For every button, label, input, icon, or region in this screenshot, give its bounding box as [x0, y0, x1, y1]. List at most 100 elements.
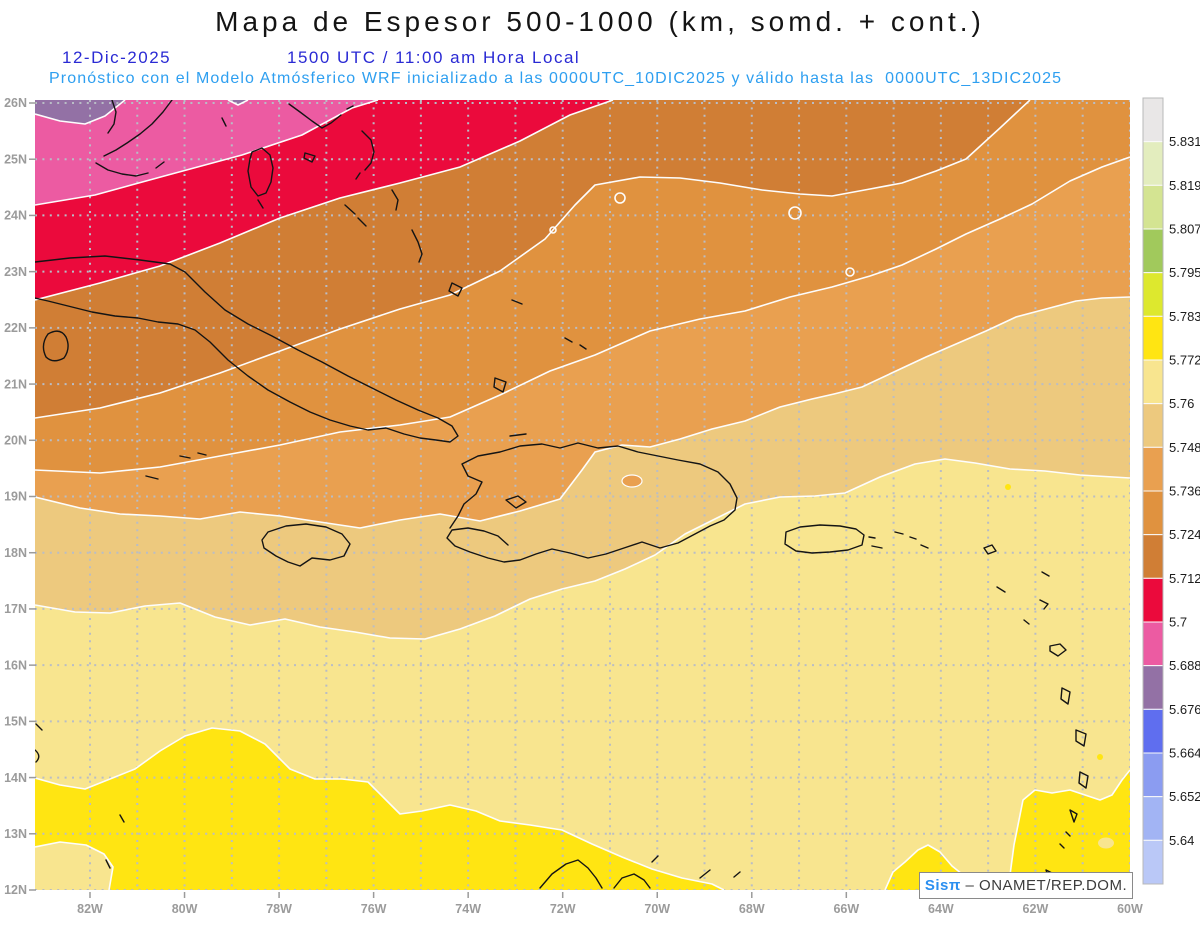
- contour-line: [227, 100, 249, 106]
- colorbar-cell: [1142, 577, 1164, 623]
- colorbar-cell: [1142, 752, 1164, 798]
- colorbar-label: 5.819: [1169, 178, 1200, 193]
- forecast-run-label: Pronóstico con el Modelo Atmósferico WRF…: [49, 70, 1063, 87]
- lat-label: 20N: [4, 433, 27, 447]
- coast-florida-bahamas: [95, 100, 587, 393]
- lon-label: 78W: [266, 902, 292, 916]
- hispaniola-orange-patch: [621, 474, 643, 488]
- colorbar-cell: [1142, 839, 1164, 885]
- colorbar-label: 5.712: [1169, 571, 1200, 586]
- colorbar-label: 5.724: [1169, 527, 1200, 542]
- lat-label: 23N: [4, 265, 27, 279]
- colorbar-cell: [1142, 359, 1164, 405]
- valid-time-label: 1500 UTC / 11:00 am Hora Local: [287, 48, 581, 67]
- contour-line: [35, 727, 725, 890]
- lat-label: 19N: [4, 490, 27, 504]
- coast-jamaica-puertorico: [261, 523, 929, 567]
- colorbar-cell: [1142, 228, 1164, 274]
- colorbar-label: 5.772: [1169, 353, 1200, 368]
- colorbar-cell: [1142, 708, 1164, 754]
- colorbar-cell: [1142, 796, 1164, 841]
- colorbar-label: 5.652: [1169, 789, 1200, 804]
- band-pale-hole-east: [1098, 837, 1114, 849]
- contour-line: [35, 841, 114, 890]
- lon-label: 82W: [77, 902, 103, 916]
- coast-lesser-antilles: [983, 544, 1089, 883]
- lon-label: 64W: [928, 902, 954, 916]
- contour-loop: [614, 192, 626, 204]
- lon-label: 66W: [833, 902, 859, 916]
- contour-line: [35, 100, 1031, 419]
- lon-label: 80W: [172, 902, 198, 916]
- yellow-spot: [1097, 754, 1103, 760]
- colorbar-cell: [1142, 184, 1164, 230]
- colorbar-cell: [1142, 490, 1164, 536]
- colorbar-label: 5.807: [1169, 222, 1200, 237]
- contour-line: [35, 296, 1130, 529]
- attribution-text: – ONAMET/REP.DOM.: [960, 877, 1128, 894]
- valid-date-label: 12-Dic-2025: [62, 48, 172, 67]
- lat-label: 26N: [4, 96, 27, 110]
- lat-label: 18N: [4, 546, 27, 560]
- colorbar-label: 5.7: [1169, 615, 1187, 630]
- colorbar-cell: [1142, 665, 1164, 710]
- attribution-box: Sisπ – ONAMET/REP.DOM.: [919, 872, 1133, 899]
- lon-label: 74W: [455, 902, 481, 916]
- colorbar-cell: [1142, 621, 1164, 667]
- colorbar-label: 5.76: [1169, 396, 1194, 411]
- contour-line: [1007, 769, 1130, 890]
- colorbar-cell: [1142, 272, 1164, 317]
- colorbar-label: 5.676: [1169, 702, 1200, 717]
- band-yellow-west: [35, 728, 724, 890]
- contour-line: [35, 100, 614, 301]
- lat-label: 12N: [4, 883, 27, 897]
- coast-cuba: [35, 255, 459, 480]
- colorbar-label: 5.795: [1169, 265, 1200, 280]
- contour-line: [35, 100, 379, 206]
- band-mauve-spur: [228, 100, 248, 105]
- colorbar: 5.831 5.819 5.807 5.795 5.783 5.772 5.76 5.748 5…: [1142, 97, 1200, 885]
- contour-loop: [788, 206, 802, 220]
- lat-label: 17N: [4, 602, 27, 616]
- colorbar-cell: [1142, 446, 1164, 492]
- contour-line: [35, 156, 1130, 474]
- thickness-bands: [35, 100, 1130, 890]
- lat-label: 21N: [4, 377, 27, 391]
- lon-label: 68W: [739, 902, 765, 916]
- lon-label: 72W: [550, 902, 576, 916]
- colorbar-cell: [1142, 534, 1164, 579]
- band-pale-hole: [35, 842, 113, 890]
- contour-line: [35, 100, 126, 125]
- colorbar-label: 5.64: [1169, 833, 1194, 848]
- lon-label: 76W: [361, 902, 387, 916]
- lat-label: 15N: [4, 715, 27, 729]
- colorbar-cell: [1142, 141, 1164, 186]
- colorbar-cell: [1142, 97, 1164, 143]
- thickness-contours: [35, 100, 1130, 890]
- lat-label: 14N: [4, 771, 27, 785]
- page-title: Mapa de Espesor 500-1000 (km, somd. + co…: [215, 6, 985, 37]
- attribution-brand: Sisπ: [924, 877, 961, 894]
- contour-loop: [549, 226, 557, 234]
- yellow-spot: [1005, 484, 1011, 490]
- contour-line: [35, 458, 1130, 640]
- lat-label: 13N: [4, 827, 27, 841]
- lat-label: 16N: [4, 658, 27, 672]
- lat-label: 25N: [4, 152, 27, 166]
- colorbar-frame: [1142, 97, 1164, 885]
- colorbar-cell: [1142, 403, 1164, 448]
- yellow-spot: [1113, 793, 1121, 801]
- colorbar-label: 5.783: [1169, 309, 1200, 324]
- lon-label: 60W: [1117, 902, 1143, 916]
- colorbar-cell: [1142, 315, 1164, 361]
- lon-label: 70W: [644, 902, 670, 916]
- colorbar-label: 5.664: [1169, 746, 1200, 761]
- coast-hispaniola: [446, 433, 738, 563]
- colorbar-label: 5.831: [1169, 134, 1200, 149]
- colorbar-label: 5.688: [1169, 658, 1200, 673]
- lat-label: 22N: [4, 321, 27, 335]
- colorbar-label: 5.748: [1169, 440, 1200, 455]
- lat-label: 24N: [4, 209, 27, 223]
